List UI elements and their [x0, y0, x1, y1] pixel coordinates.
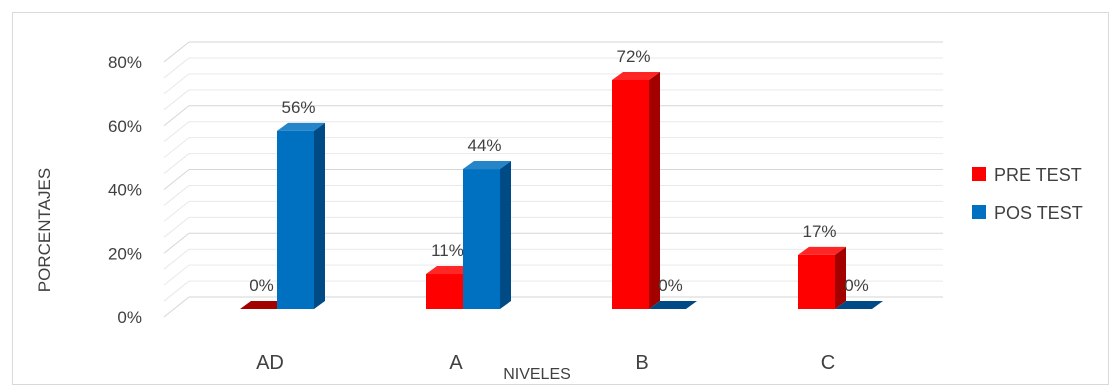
bar-pos-test-ad	[277, 122, 325, 309]
y-tick-label: 0%	[117, 308, 142, 327]
bar-pos-test-b	[649, 301, 697, 309]
bar-pos-test-a	[463, 161, 511, 309]
gridline-depth	[163, 105, 190, 127]
gridline-depth	[163, 232, 190, 254]
y-tick-label: 80%	[108, 53, 142, 72]
legend-swatch-pos-test	[972, 205, 986, 219]
x-axis-title: NIVELES	[503, 366, 571, 383]
legend-label-pre-test: PRE TEST	[994, 165, 1082, 185]
gridline-depth	[163, 89, 190, 111]
y-tick-label: 60%	[108, 117, 142, 136]
gridline-depth	[163, 169, 190, 190]
y-tick-label: 20%	[108, 244, 142, 263]
x-tick-label-ad: AD	[256, 352, 284, 374]
data-label-pre-test-c: 17%	[802, 222, 836, 241]
gridline-depth	[163, 121, 190, 143]
bar-pre-test-b	[612, 72, 660, 309]
data-labels: 0% 56% 11% 44% 72% 0% 17% 0%	[249, 47, 869, 295]
gridline-depth	[163, 248, 190, 270]
x-category-labels: AD A B C	[256, 352, 835, 374]
y-tick-label: 40%	[108, 181, 142, 200]
gridline-depth	[163, 185, 190, 206]
data-label-pre-test-a: 11%	[431, 241, 464, 260]
legend-swatch-pre-test	[972, 167, 986, 181]
bar-pos-test-c	[835, 301, 883, 309]
gridline-depth	[163, 137, 190, 159]
gridline-depth	[163, 264, 190, 286]
data-label-pos-test-b: 0%	[658, 276, 683, 295]
data-label-pos-test-c: 0%	[844, 276, 869, 295]
gridline-depth	[163, 41, 190, 63]
legend: PRE TEST POS TEST	[972, 165, 1083, 223]
gridline-depth	[163, 73, 190, 95]
x-tick-label-c: C	[821, 352, 835, 374]
data-label-pre-test-b: 72%	[616, 47, 650, 66]
bar-pre-test-c	[798, 246, 846, 309]
gridline-depth	[163, 153, 190, 174]
bar-pre-test-ad	[240, 301, 288, 309]
data-label-pos-test-a: 44%	[467, 136, 501, 155]
bars	[240, 72, 883, 309]
data-label-pos-test-ad: 56%	[281, 98, 315, 117]
gridline-depth	[163, 57, 190, 79]
gridline-depth	[163, 296, 190, 318]
y-axis-title: PORCENTAJES	[35, 168, 54, 292]
data-label-pre-test-ad: 0%	[249, 276, 274, 295]
gridline-depth	[163, 280, 190, 302]
gridline-depth	[163, 200, 190, 222]
y-tick-labels: 0% 20% 40% 60% 80%	[108, 53, 142, 327]
x-tick-label-b: B	[635, 352, 648, 374]
legend-label-pos-test: POS TEST	[994, 203, 1083, 223]
x-tick-label-a: A	[449, 352, 463, 374]
gridline-depth	[163, 216, 190, 238]
